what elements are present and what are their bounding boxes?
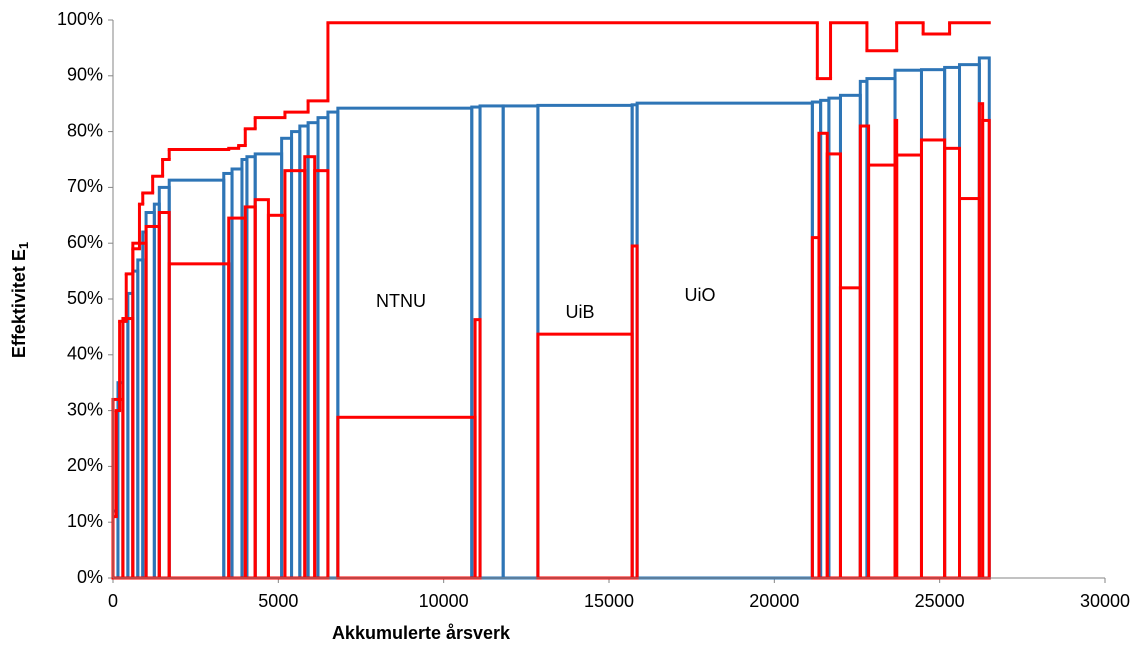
bar xyxy=(838,286,862,580)
bar xyxy=(283,169,307,580)
bar xyxy=(981,118,991,580)
bar xyxy=(336,415,477,580)
x-tick-label: 10000 xyxy=(419,591,469,611)
x-axis-label: Akkumulerte årsverk xyxy=(332,623,511,643)
bar xyxy=(919,68,947,580)
bar xyxy=(895,153,923,580)
bar xyxy=(473,318,482,580)
bar xyxy=(943,146,962,580)
y-axis-label-main: Effektivitet E xyxy=(9,249,29,358)
y-tick-label: 40% xyxy=(67,344,103,364)
bar xyxy=(865,77,897,580)
x-tick-label: 0 xyxy=(108,591,118,611)
annotation: UiB xyxy=(565,302,594,322)
y-tick-label: 80% xyxy=(67,120,103,140)
bar xyxy=(630,244,639,580)
x-tick-label: 15000 xyxy=(584,591,634,611)
bar xyxy=(536,103,634,580)
bar xyxy=(867,163,897,580)
y-tick-label: 0% xyxy=(77,567,103,587)
y-tick-label: 20% xyxy=(67,455,103,475)
bar xyxy=(478,104,505,580)
bar xyxy=(943,65,962,580)
y-tick-label: 50% xyxy=(67,288,103,308)
bar xyxy=(958,197,981,580)
annotation: NTNU xyxy=(376,291,426,311)
y-tick-label: 60% xyxy=(67,232,103,252)
x-tick-label: 20000 xyxy=(749,591,799,611)
x-tick-label: 30000 xyxy=(1080,591,1130,611)
bar xyxy=(501,104,540,580)
y-tick-label: 30% xyxy=(67,399,103,419)
bar xyxy=(635,101,814,580)
annotation: UiO xyxy=(685,285,716,305)
y-axis-label: Effektivitet E1 xyxy=(9,242,32,358)
x-tick-label: 5000 xyxy=(258,591,298,611)
x-tick-label: 25000 xyxy=(915,591,965,611)
bar xyxy=(336,106,474,580)
y-tick-label: 90% xyxy=(67,65,103,85)
bar xyxy=(144,224,161,580)
y-tick-label: 10% xyxy=(67,511,103,531)
bar xyxy=(167,262,231,580)
bar xyxy=(536,332,634,580)
bar xyxy=(838,93,862,580)
bar xyxy=(827,96,842,580)
bar xyxy=(893,68,923,580)
bar xyxy=(253,198,270,580)
bar xyxy=(958,63,981,580)
y-tick-label: 70% xyxy=(67,176,103,196)
bar xyxy=(919,138,947,580)
bar xyxy=(167,178,226,580)
y-axis-label-subscript: 1 xyxy=(16,242,31,249)
y-tick-label: 100% xyxy=(57,9,103,29)
